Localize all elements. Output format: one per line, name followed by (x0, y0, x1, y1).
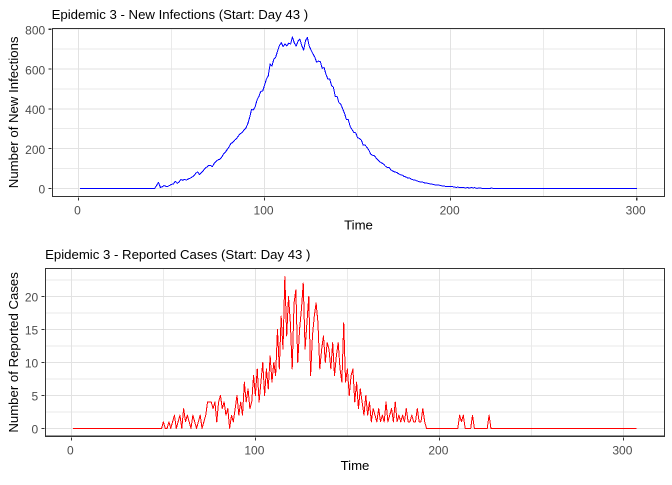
svg-text:200: 200 (428, 443, 448, 457)
svg-text:Time: Time (344, 218, 373, 233)
svg-text:200: 200 (25, 143, 45, 157)
svg-text:800: 800 (25, 24, 45, 38)
svg-text:Time: Time (341, 458, 370, 473)
svg-text:100: 100 (244, 443, 264, 457)
svg-text:5: 5 (32, 390, 39, 404)
svg-text:20: 20 (25, 291, 39, 305)
svg-text:200: 200 (440, 203, 460, 217)
svg-text:300: 300 (626, 203, 646, 217)
svg-text:Epidemic 3 - Reported Cases (S: Epidemic 3 - Reported Cases (Start: Day … (45, 247, 310, 262)
svg-text:Number of Reported Cases: Number of Reported Cases (6, 272, 21, 433)
svg-text:0: 0 (32, 423, 39, 437)
svg-text:0: 0 (74, 203, 81, 217)
svg-text:400: 400 (25, 103, 45, 117)
svg-text:600: 600 (25, 63, 45, 77)
svg-text:10: 10 (25, 357, 39, 371)
svg-text:0: 0 (67, 443, 74, 457)
svg-text:0: 0 (39, 183, 46, 197)
svg-text:100: 100 (254, 203, 274, 217)
svg-text:Epidemic 3 - New Infections (S: Epidemic 3 - New Infections (Start: Day … (52, 7, 309, 22)
svg-text:Number of New Infections: Number of New Infections (6, 36, 21, 188)
svg-text:15: 15 (25, 324, 39, 338)
svg-text:300: 300 (612, 443, 632, 457)
